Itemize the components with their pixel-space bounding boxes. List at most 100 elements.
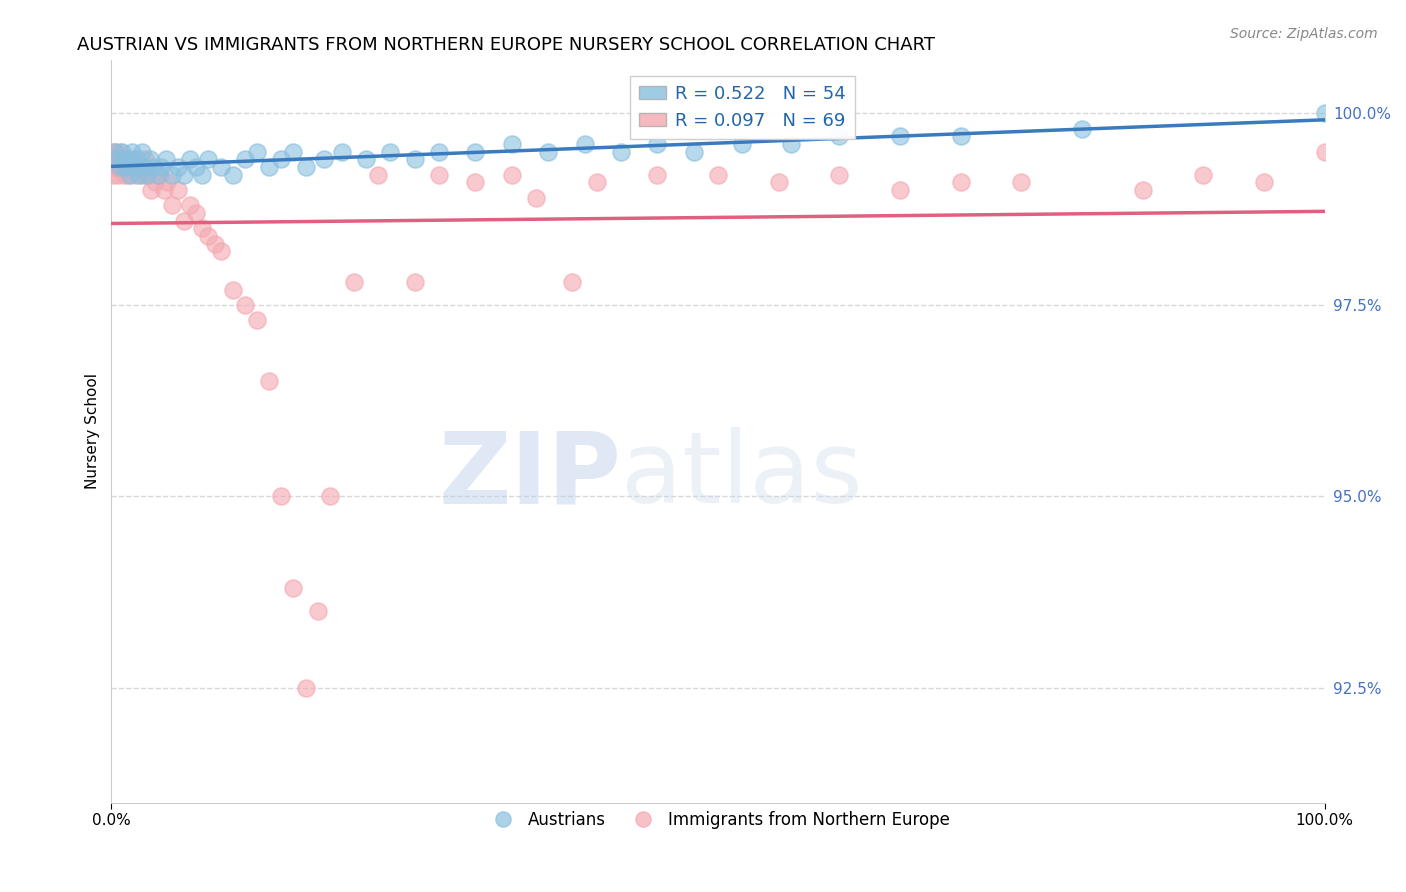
Point — [1132, 183, 1154, 197]
Point — [647, 168, 669, 182]
Point — [270, 490, 292, 504]
Point — [111, 160, 134, 174]
Point — [114, 153, 136, 167]
Point — [117, 168, 139, 182]
Text: atlas: atlas — [621, 427, 863, 524]
Point — [949, 129, 972, 144]
Point — [160, 198, 183, 212]
Point — [149, 168, 172, 182]
Point — [186, 206, 208, 220]
Point — [139, 153, 162, 167]
Point — [246, 145, 269, 159]
Point — [103, 153, 125, 167]
Point — [1071, 121, 1094, 136]
Point — [122, 153, 145, 167]
Point — [209, 160, 232, 174]
Point — [104, 145, 127, 159]
Point — [125, 153, 148, 167]
Point — [128, 168, 150, 182]
Point — [561, 275, 583, 289]
Point — [779, 136, 801, 151]
Point — [131, 168, 153, 182]
Point — [173, 213, 195, 227]
Point — [108, 153, 131, 167]
Point — [103, 168, 125, 182]
Point — [233, 298, 256, 312]
Point — [173, 168, 195, 182]
Point — [115, 160, 138, 174]
Point — [197, 153, 219, 167]
Point — [135, 168, 157, 182]
Point — [682, 145, 704, 159]
Point — [889, 129, 911, 144]
Point — [647, 136, 669, 151]
Point — [124, 160, 146, 174]
Point — [105, 160, 128, 174]
Point — [1010, 175, 1032, 189]
Point — [104, 145, 127, 159]
Point — [319, 490, 342, 504]
Point — [191, 168, 214, 182]
Point — [1253, 175, 1275, 189]
Y-axis label: Nursery School: Nursery School — [86, 373, 100, 490]
Point — [124, 168, 146, 182]
Point — [107, 168, 129, 182]
Point — [134, 153, 156, 167]
Point — [270, 153, 292, 167]
Point — [120, 160, 142, 174]
Point — [222, 283, 245, 297]
Point — [209, 244, 232, 259]
Point — [464, 145, 486, 159]
Point — [104, 160, 127, 174]
Point — [1192, 168, 1215, 182]
Point — [610, 145, 633, 159]
Point — [707, 168, 730, 182]
Point — [105, 160, 128, 174]
Point — [283, 582, 305, 596]
Point — [112, 168, 135, 182]
Point — [257, 160, 280, 174]
Point — [343, 275, 366, 289]
Text: ZIP: ZIP — [439, 427, 621, 524]
Point — [103, 153, 125, 167]
Point — [108, 160, 131, 174]
Legend: Austrians, Immigrants from Northern Europe: Austrians, Immigrants from Northern Euro… — [479, 805, 956, 836]
Point — [427, 168, 450, 182]
Point — [131, 145, 153, 159]
Point — [1313, 106, 1336, 120]
Point — [294, 681, 316, 695]
Point — [828, 129, 851, 144]
Point — [167, 183, 190, 197]
Point — [107, 153, 129, 167]
Point — [143, 175, 166, 189]
Point — [222, 168, 245, 182]
Point — [828, 168, 851, 182]
Point — [118, 168, 141, 182]
Point — [134, 160, 156, 174]
Point — [307, 604, 329, 618]
Point — [330, 145, 353, 159]
Point — [257, 375, 280, 389]
Point — [537, 145, 560, 159]
Point — [233, 153, 256, 167]
Point — [127, 160, 149, 174]
Point — [574, 136, 596, 151]
Point — [179, 153, 201, 167]
Point — [404, 275, 426, 289]
Point — [204, 236, 226, 251]
Point — [152, 183, 174, 197]
Point — [294, 160, 316, 174]
Point — [115, 153, 138, 167]
Point — [155, 153, 177, 167]
Point — [768, 175, 790, 189]
Point — [142, 160, 165, 174]
Point — [107, 160, 129, 174]
Point — [160, 168, 183, 182]
Point — [731, 136, 754, 151]
Point — [114, 160, 136, 174]
Point — [524, 190, 547, 204]
Point — [427, 145, 450, 159]
Point — [186, 160, 208, 174]
Point — [111, 145, 134, 159]
Point — [108, 145, 131, 159]
